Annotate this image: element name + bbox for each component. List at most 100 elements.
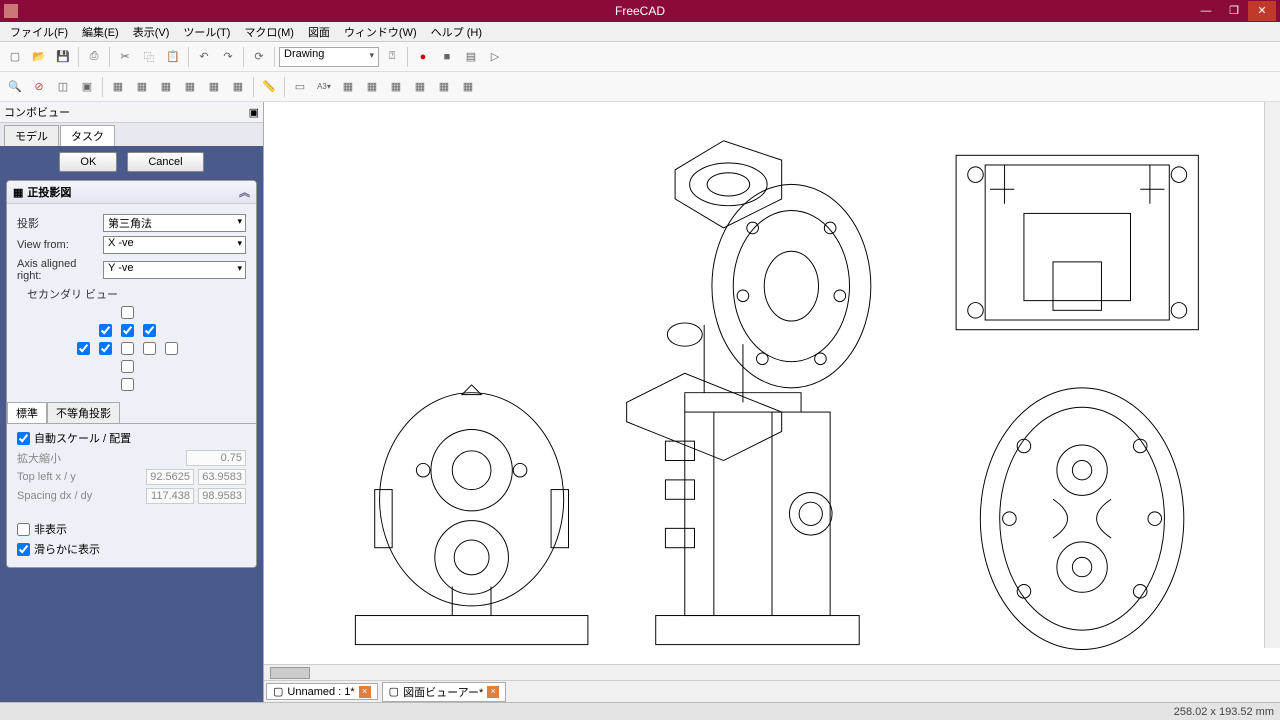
record-icon[interactable]: ● <box>412 46 434 68</box>
section-icon: ▦ <box>13 186 23 199</box>
view5-icon[interactable]: ▦ <box>433 76 455 98</box>
hide-label: 非表示 <box>34 521 67 537</box>
menu-view[interactable]: 表示(V) <box>127 22 176 42</box>
ok-button[interactable]: OK <box>59 152 117 172</box>
bottom-icon[interactable]: ▦ <box>203 76 225 98</box>
window-controls: — ❐ ✕ <box>1192 1 1276 21</box>
save-icon[interactable]: 💾 <box>52 46 74 68</box>
scrollbar-vertical[interactable] <box>1264 102 1280 648</box>
view4-icon[interactable]: ▦ <box>409 76 431 98</box>
view-checkbox[interactable] <box>121 342 134 355</box>
tab-task[interactable]: タスク <box>60 125 115 146</box>
undo-icon[interactable]: ↶ <box>193 46 215 68</box>
box-icon[interactable]: ▣ <box>76 76 98 98</box>
view-checkbox[interactable] <box>99 342 112 355</box>
menu-edit[interactable]: 編集(E) <box>76 22 125 42</box>
new-icon[interactable]: ▢ <box>4 46 26 68</box>
drawing-canvas: ▢Unnamed : 1*× ▢図面ビューアー*× <box>264 102 1280 702</box>
app-icon <box>4 4 18 18</box>
export-icon[interactable]: ▦ <box>457 76 479 98</box>
axis-label: Axis aligned right: <box>17 258 103 282</box>
insert-icon[interactable]: ▦ <box>337 76 359 98</box>
macro-icon[interactable]: ▤ <box>460 46 482 68</box>
close-tab-icon[interactable]: × <box>487 686 499 698</box>
section-title: 正投影図 <box>27 184 71 200</box>
cut-icon[interactable]: ✂ <box>114 46 136 68</box>
tab-model[interactable]: モデル <box>4 125 59 146</box>
projection-select[interactable]: 第三角法 <box>103 214 246 232</box>
rear-icon[interactable]: ▦ <box>179 76 201 98</box>
autoscale-label: 自動スケール / 配置 <box>34 430 131 446</box>
doc-tab-1[interactable]: ▢Unnamed : 1*× <box>266 683 378 700</box>
task-panel: OK Cancel ▦ 正投影図 ︽ 投影第三角法 View from:X -v… <box>0 146 263 702</box>
print-icon[interactable]: ⎙ <box>83 46 105 68</box>
secondary-label: セカンダリ ビュー <box>27 286 118 302</box>
hide-check[interactable] <box>17 523 30 536</box>
left-icon[interactable]: ▦ <box>227 76 249 98</box>
view-checkbox[interactable] <box>143 342 156 355</box>
toolbar-main: ▢ 📂 💾 ⎙ ✂ ⿻ 📋 ↶ ↷ ⟳ Drawing ⍰ ● ■ ▤ ▷ <box>0 42 1280 72</box>
ortho-icon[interactable]: ▦ <box>361 76 383 98</box>
subtab-standard[interactable]: 標準 <box>7 402 47 423</box>
front-icon[interactable]: ▦ <box>107 76 129 98</box>
stop-icon[interactable]: ■ <box>436 46 458 68</box>
view-grid <box>17 306 246 396</box>
redo-icon[interactable]: ↷ <box>217 46 239 68</box>
topleft-x[interactable] <box>146 469 194 485</box>
menu-tools[interactable]: ツール(T) <box>177 22 236 42</box>
measure-icon[interactable]: 📏 <box>258 76 280 98</box>
scrollbar-horizontal[interactable] <box>264 664 1280 680</box>
autoscale-check[interactable] <box>17 432 30 445</box>
view-checkbox[interactable] <box>143 324 156 337</box>
nav-icon[interactable]: ⊘ <box>28 76 50 98</box>
view-checkbox[interactable] <box>99 324 112 337</box>
spacing-x[interactable] <box>146 488 194 504</box>
view-checkbox[interactable] <box>121 324 134 337</box>
topleft-label: Top left x / y <box>17 471 97 483</box>
workbench-selector[interactable]: Drawing <box>279 47 379 67</box>
doc-tab-2[interactable]: ▢図面ビューアー*× <box>382 682 507 702</box>
menu-help[interactable]: ヘルプ (H) <box>425 22 488 42</box>
cancel-button[interactable]: Cancel <box>127 152 203 172</box>
zoom-icon[interactable]: 🔍 <box>4 76 26 98</box>
right-icon[interactable]: ▦ <box>155 76 177 98</box>
drawing-area[interactable] <box>264 102 1280 664</box>
top-icon[interactable]: ▦ <box>131 76 153 98</box>
spacing-y[interactable] <box>198 488 246 504</box>
whatsthis-icon[interactable]: ⍰ <box>381 46 403 68</box>
axis-select[interactable]: Y -ve <box>103 261 246 279</box>
minimize-button[interactable]: — <box>1192 1 1220 21</box>
close-tab-icon[interactable]: × <box>359 686 371 698</box>
viewfrom-select[interactable]: X -ve <box>103 236 246 254</box>
iso-icon[interactable]: ◫ <box>52 76 74 98</box>
menu-window[interactable]: ウィンドウ(W) <box>338 22 423 42</box>
statusbar: 258.02 x 193.52 mm <box>0 702 1280 720</box>
view-checkbox[interactable] <box>77 342 90 355</box>
menu-file[interactable]: ファイル(F) <box>4 22 74 42</box>
spacing-label: Spacing dx / dy <box>17 490 97 502</box>
subtabs: 標準 不等角投影 <box>7 402 256 424</box>
scale-input[interactable] <box>186 450 246 466</box>
collapse-icon[interactable]: ︽ <box>239 184 250 200</box>
play-icon[interactable]: ▷ <box>484 46 506 68</box>
section-header[interactable]: ▦ 正投影図 ︽ <box>7 181 256 204</box>
subtab-axo[interactable]: 不等角投影 <box>47 402 120 423</box>
copy-icon[interactable]: ⿻ <box>138 46 160 68</box>
close-button[interactable]: ✕ <box>1248 1 1276 21</box>
view-checkbox[interactable] <box>121 306 134 319</box>
page-icon[interactable]: ▭ <box>289 76 311 98</box>
refresh-icon[interactable]: ⟳ <box>248 46 270 68</box>
maximize-button[interactable]: ❐ <box>1220 1 1248 21</box>
paste-icon[interactable]: 📋 <box>162 46 184 68</box>
view-checkbox[interactable] <box>165 342 178 355</box>
menu-drawing[interactable]: 図面 <box>302 22 336 42</box>
view3-icon[interactable]: ▦ <box>385 76 407 98</box>
topleft-y[interactable] <box>198 469 246 485</box>
view-checkbox[interactable] <box>121 378 134 391</box>
open-icon[interactable]: 📂 <box>28 46 50 68</box>
smooth-check[interactable] <box>17 543 30 556</box>
menu-macro[interactable]: マクロ(M) <box>238 22 300 42</box>
a3-icon[interactable]: A3▾ <box>313 76 335 98</box>
view-checkbox[interactable] <box>121 360 134 373</box>
menubar: ファイル(F) 編集(E) 表示(V) ツール(T) マクロ(M) 図面 ウィン… <box>0 22 1280 42</box>
